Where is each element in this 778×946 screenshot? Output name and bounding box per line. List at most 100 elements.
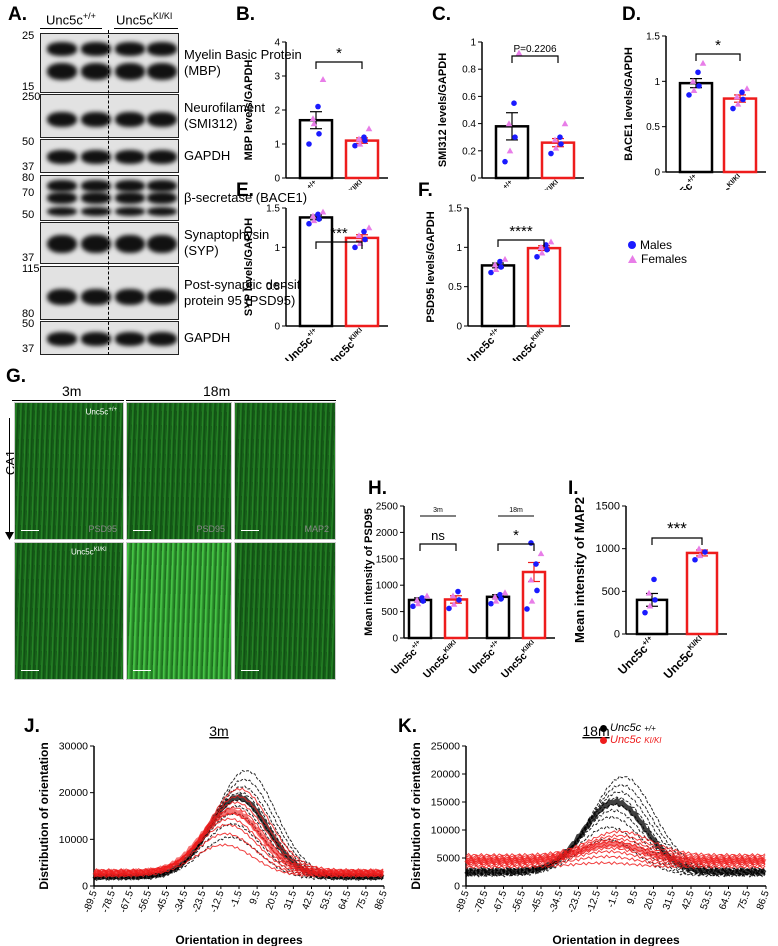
x-tick-label: -34.5	[172, 889, 190, 915]
molecular-weight-label: 115	[22, 263, 40, 275]
data-point-female	[528, 597, 536, 604]
data-point-female	[491, 593, 499, 600]
panel-letter-d: D.	[622, 4, 641, 25]
blot-band	[147, 207, 177, 217]
y-tick-label: 1.5	[646, 32, 660, 43]
data-point-female	[696, 552, 704, 559]
chart-mbp: 0 1 2 3 4 MBP levels/GAPDH Unc5c+/+Unc5cKI/KI *	[243, 38, 388, 190]
blot-band	[147, 288, 177, 305]
bar	[344, 236, 380, 328]
age-underline	[126, 400, 336, 401]
data-point-female	[450, 600, 458, 607]
data-point-female	[310, 217, 318, 224]
data-point-female	[492, 266, 500, 272]
micrograph: MAP2	[234, 402, 336, 540]
y-axis-label: MBP levels/GAPDH	[243, 60, 255, 161]
data-point-female	[319, 208, 327, 215]
data-point-male	[315, 211, 321, 218]
molecular-weight-label: 37	[22, 161, 35, 173]
blot-strip	[40, 139, 179, 173]
x-tick-label: -12.5	[209, 889, 227, 915]
y-tick-label: 0	[456, 322, 462, 333]
x-tick-label: Unc5c+/+	[614, 633, 658, 677]
x-tick-label: -45.5	[154, 889, 172, 915]
blot-band	[81, 234, 111, 254]
data-point-male	[651, 576, 657, 583]
x-tick-label: 31.5	[282, 889, 299, 911]
y-tick-label: 1.5	[448, 204, 462, 215]
chart-orientation-3m: 3m 0 10000 20000 30000 Distribution of orient…	[37, 723, 390, 946]
mean-line	[464, 797, 767, 877]
blot-strip	[40, 266, 179, 320]
replicate-line	[93, 836, 384, 881]
x-tick-label: Unc5cKI/KI	[660, 634, 708, 682]
blot-row-label: Neurofilament (SMI312)	[184, 100, 265, 131]
data-point-female	[645, 589, 653, 596]
x-tick-label: -67.5	[118, 889, 136, 915]
blot-band	[147, 332, 177, 346]
chart-title: 3m	[209, 723, 228, 739]
data-point-female	[449, 592, 457, 599]
blot-strip	[40, 321, 179, 355]
y-axis-label: Mean intensity of MAP2	[572, 497, 587, 643]
data-point-female	[561, 120, 569, 127]
data-point-female	[538, 249, 546, 256]
bar	[685, 551, 719, 636]
molecular-weight-label: 80	[22, 308, 35, 320]
blot-band	[115, 207, 145, 217]
x-tick-label: Unc5c+/+	[663, 173, 703, 190]
y-tick-label: 0	[392, 634, 398, 645]
y-axis-label: SYP levels/GAPDH	[243, 218, 255, 316]
x-tick-label: -1.5	[229, 889, 245, 909]
data-point-male	[352, 244, 358, 251]
blot-strip	[40, 33, 179, 93]
blot-row-label: Post-synaptic density protein 95 (PSD95)	[184, 277, 307, 308]
legend-males: Males	[640, 238, 673, 252]
data-point-male	[497, 258, 503, 265]
data-point-male	[533, 561, 539, 567]
data-point-male	[642, 609, 648, 616]
x-tick-label: -34.5	[547, 889, 565, 915]
significance-bracket	[315, 61, 363, 69]
significance-label: ***	[330, 225, 348, 242]
data-point-male	[455, 588, 461, 595]
x-tick-label: 42.5	[300, 889, 317, 911]
scale-bar	[133, 669, 151, 671]
x-tick-label: 53.5	[699, 889, 716, 911]
x-tick-label: -56.5	[510, 889, 528, 915]
micro-genotype-label: Unc5c+/+	[85, 407, 117, 417]
wt-marker-icon	[600, 724, 607, 732]
scale-bar	[21, 529, 39, 531]
chart-orientation-18m: 18m0500010000150002000025000Distribution…	[409, 723, 772, 946]
data-point-male	[534, 587, 540, 594]
blot-band	[81, 288, 111, 305]
sex-legend: Males Females	[628, 238, 687, 266]
significance-label: *	[513, 527, 519, 544]
data-point-male	[692, 556, 698, 563]
data-point-male	[702, 549, 708, 555]
panel-letter-e: E.	[236, 180, 254, 201]
data-point-male	[488, 269, 494, 276]
blot-band	[47, 42, 77, 56]
blot-band	[81, 62, 111, 80]
y-tick-label: 3	[274, 72, 280, 83]
y-tick-label: 0	[614, 629, 620, 641]
data-point-male	[511, 100, 517, 106]
y-axis-label: Distribution of orientation	[37, 742, 51, 889]
x-tick-label: -23.5	[566, 889, 584, 915]
bar	[678, 81, 714, 174]
data-point-male	[456, 597, 462, 603]
significance-label: *	[336, 45, 342, 62]
data-point-male	[524, 606, 530, 612]
data-point-male	[498, 596, 504, 602]
blot-band	[47, 332, 77, 346]
molecular-weight-label: 70	[22, 187, 35, 199]
x-tick-label: Unc5cKI/KI	[325, 327, 369, 361]
data-point-female	[319, 76, 327, 82]
molecular-weight-label: 15	[22, 81, 35, 93]
molecular-weight-label: 50	[22, 136, 35, 148]
data-point-female	[537, 244, 545, 250]
bar	[540, 141, 576, 180]
y-tick-label: 2000	[376, 528, 399, 539]
x-tick-label: Unc5cKI/KI	[498, 639, 540, 681]
